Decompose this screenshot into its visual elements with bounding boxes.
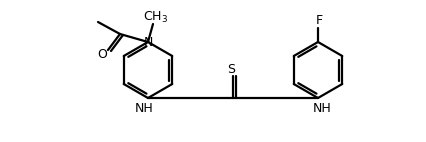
Text: NH: NH [313,102,331,114]
Text: F: F [315,13,322,27]
Text: NH: NH [135,102,153,114]
Text: S: S [227,62,235,76]
Text: CH$_3$: CH$_3$ [144,10,169,25]
Text: O: O [97,48,107,60]
Text: N: N [143,36,153,49]
